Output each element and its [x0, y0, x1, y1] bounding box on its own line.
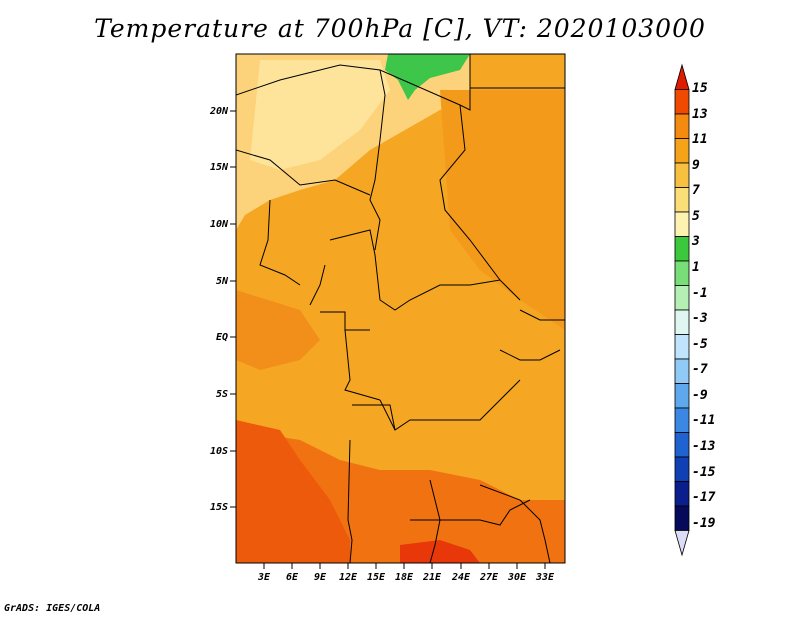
lat-label: 15N	[210, 162, 229, 173]
lat-label: 10S	[210, 446, 228, 457]
colorbar-labels: 15 13 11 9 7 5 3 1 -1 -3 -5 -7 -9 -11 -1…	[691, 81, 716, 531]
colorbar-segment	[674, 260, 690, 286]
colorbar-label: 9	[692, 158, 700, 173]
lat-label: 5N	[216, 276, 229, 287]
colorbar-label: -5	[692, 337, 708, 352]
lat-label: 15S	[210, 502, 228, 513]
colorbar-label: -3	[692, 311, 708, 326]
lon-label: 12E	[339, 572, 358, 583]
colorbar-segment	[674, 187, 690, 213]
colorbar-segment	[674, 89, 690, 115]
colorbar-segment	[674, 334, 690, 360]
colorbar-segment	[674, 481, 690, 507]
colorbar-segment	[674, 236, 690, 262]
chart-title: Temperature at 700hPa [C], VT: 202010300…	[94, 14, 706, 43]
colorbar-bottom-arrow	[674, 530, 690, 557]
temperature-field	[236, 54, 565, 563]
colorbar-label: 11	[692, 132, 708, 147]
colorbar-label: -11	[692, 413, 715, 428]
lon-label: 9E	[314, 572, 327, 583]
lon-label: 21E	[422, 572, 442, 583]
colorbar-segment	[674, 309, 690, 335]
lat-label: EQ	[216, 332, 228, 343]
colorbar-segment	[674, 383, 690, 409]
colorbar-label: -17	[692, 490, 716, 505]
field-pale-north	[250, 60, 390, 170]
map-frame	[235, 53, 566, 564]
colorbar-label: 15	[692, 81, 708, 96]
colorbar-segment	[674, 456, 690, 482]
colorbar-segment	[674, 138, 690, 164]
colorbar-segment	[674, 285, 690, 311]
colorbar-label: 1	[692, 260, 700, 275]
field-east	[440, 90, 565, 330]
colorbar-segment	[674, 162, 690, 188]
lat-label: 5S	[216, 389, 228, 400]
colorbar-top-arrow	[674, 63, 690, 90]
lon-label: 18E	[395, 572, 414, 583]
lon-label: 3E	[257, 572, 271, 583]
lon-label: 24E	[451, 572, 471, 583]
colorbar-label: -7	[692, 362, 708, 377]
colorbar-label: 5	[692, 209, 700, 224]
colorbar-segment	[674, 358, 690, 384]
latitude-axis: 20N 15N 10N 5N EQ 5S 10S 15S	[209, 106, 236, 513]
colorbar-segment	[674, 505, 690, 531]
colorbar	[674, 63, 690, 557]
field-coast	[236, 290, 320, 370]
colorbar-label: -15	[692, 465, 716, 480]
colorbar-label: 7	[692, 183, 700, 198]
colorbar-label: -9	[692, 388, 708, 403]
colorbar-label: 13	[692, 107, 708, 122]
field-green	[385, 54, 470, 100]
colorbar-segment	[674, 113, 690, 139]
colorbar-label: 3	[691, 234, 700, 249]
lat-label: 10N	[210, 219, 229, 230]
credit-text: GrADS: IGES/COLA	[4, 603, 101, 614]
colorbar-label: -1	[692, 286, 708, 301]
longitude-axis: 3E 6E 9E 12E 15E 18E 21E 24E 27E 30E 33E	[257, 563, 555, 583]
colorbar-segment	[674, 407, 690, 433]
field-southwest	[236, 420, 350, 563]
lon-label: 15E	[367, 572, 386, 583]
lon-label: 30E	[507, 572, 527, 583]
lon-label: 27E	[479, 572, 499, 583]
colorbar-label: -19	[692, 516, 716, 531]
colorbar-label: -13	[692, 439, 716, 454]
lat-label: 20N	[209, 106, 229, 117]
country-borders	[236, 54, 565, 563]
lon-label: 33E	[535, 572, 555, 583]
field-hot-south	[400, 540, 480, 563]
colorbar-segment	[674, 432, 690, 458]
colorbar-segment	[674, 211, 690, 237]
lon-label: 6E	[286, 572, 299, 583]
